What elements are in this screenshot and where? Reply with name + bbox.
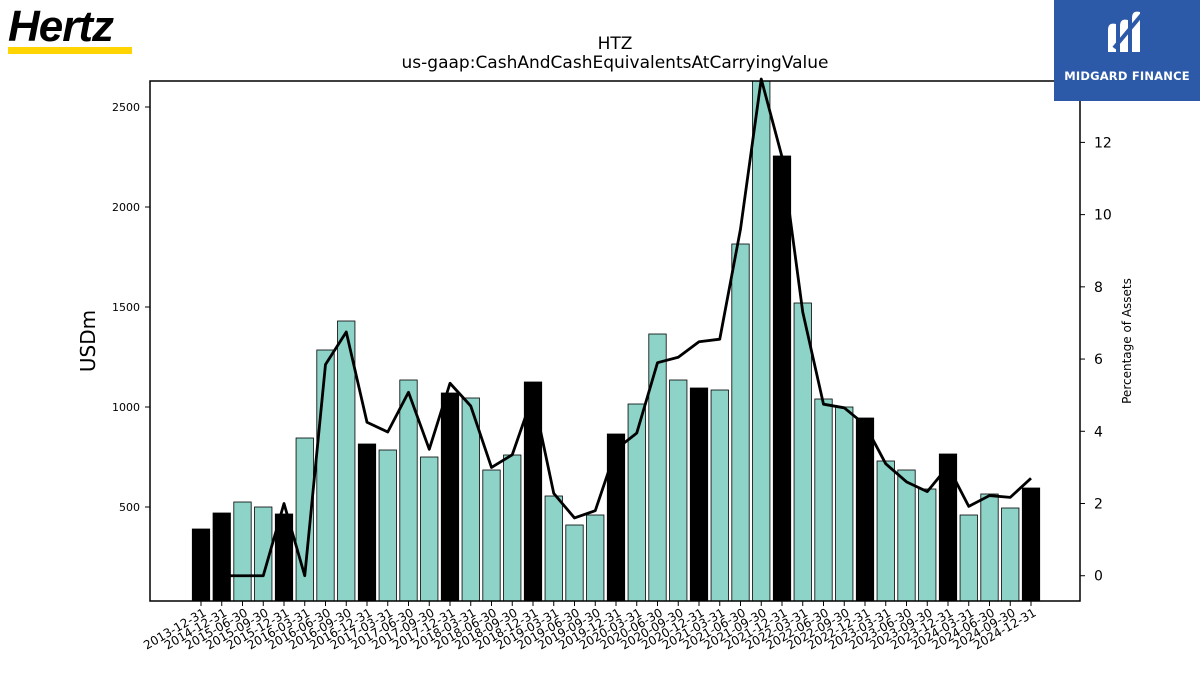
bar-2022-09-30 xyxy=(835,406,854,602)
bar-2015-06-30 xyxy=(233,501,252,602)
bar-2023-09-30 xyxy=(918,488,937,602)
bar-2017-03-31 xyxy=(378,449,397,602)
hertz-logo-text: Hertz xyxy=(8,2,114,51)
left-tick-label: 500 xyxy=(119,501,140,514)
right-tick-label: 0 xyxy=(1094,569,1103,585)
hertz-logo: Hertz xyxy=(6,2,138,54)
chart-subtitle: us-gaap:CashAndCashEquivalentsAtCarrying… xyxy=(402,53,829,73)
percentage-of-assets-line xyxy=(221,77,1032,578)
x-axis: 2013-12-312014-12-312015-06-302015-09-30… xyxy=(141,601,1039,652)
bar-2021-06-30 xyxy=(731,243,750,602)
left-tick-label: 2500 xyxy=(112,101,140,114)
bar-2016-12-31 xyxy=(357,443,377,602)
bar-2019-06-30 xyxy=(565,524,584,602)
right-tick-label: 12 xyxy=(1094,135,1112,151)
left-tick-label: 1500 xyxy=(112,301,140,314)
left-tick-label: 2000 xyxy=(112,201,140,214)
plot-frame xyxy=(149,80,1081,602)
bar-2017-09-30 xyxy=(420,456,439,602)
bar-2021-09-30 xyxy=(752,80,771,602)
bar-2016-06-30 xyxy=(316,349,335,602)
bar-2021-03-31 xyxy=(710,389,729,602)
bar-2024-12-31 xyxy=(1021,487,1041,602)
bar-2024-06-30 xyxy=(980,493,999,602)
midgard-mark-icon xyxy=(1108,10,1146,53)
bar-2020-09-30 xyxy=(669,379,688,602)
bar-2022-12-31 xyxy=(855,417,875,602)
bars-group xyxy=(191,80,1041,602)
chart-title: HTZ xyxy=(598,34,633,54)
bar-2014-12-31 xyxy=(212,512,231,602)
bar-2022-03-31 xyxy=(793,302,812,602)
bar-2013-12-31 xyxy=(191,528,211,602)
right-axis: 0 2 4 6 8 10 12 xyxy=(1080,135,1112,585)
bar-2018-06-30 xyxy=(482,469,501,602)
bar-2023-03-31 xyxy=(876,460,895,602)
bar-2018-09-30 xyxy=(503,454,522,602)
midgard-finance-label: MIDGARD FINANCE xyxy=(1064,69,1190,83)
midgard-finance-logo: MIDGARD FINANCE xyxy=(1054,0,1200,101)
bar-2022-06-30 xyxy=(814,398,833,602)
bar-2021-12-31 xyxy=(772,155,792,602)
bar-2020-06-30 xyxy=(648,333,667,602)
right-tick-label: 8 xyxy=(1094,280,1103,296)
y-axis-label: USDm xyxy=(76,310,100,372)
right-tick-label: 2 xyxy=(1094,497,1103,513)
bar-2018-03-31 xyxy=(461,397,480,602)
right-tick-label: 4 xyxy=(1094,424,1103,440)
hertz-logo-stripe xyxy=(8,47,132,54)
percentage-line-group xyxy=(221,77,1032,578)
bar-2017-12-31 xyxy=(440,392,460,602)
right-tick-label: 6 xyxy=(1094,352,1103,368)
bar-2024-03-31 xyxy=(959,514,978,602)
left-axis: 500 1000 1500 2000 2500 xyxy=(112,101,150,514)
bar-2019-09-30 xyxy=(586,514,605,602)
left-tick-label: 1000 xyxy=(112,401,140,414)
y2-axis-label: Percentage of Assets xyxy=(1120,278,1134,404)
bar-2020-12-31 xyxy=(689,387,709,602)
bar-2019-03-31 xyxy=(544,495,563,602)
bar-2023-06-30 xyxy=(897,469,916,602)
bar-2024-09-30 xyxy=(1001,507,1020,602)
right-tick-label: 10 xyxy=(1094,208,1112,224)
bar-2017-06-30 xyxy=(399,379,418,602)
bar-2019-12-31 xyxy=(606,433,626,602)
